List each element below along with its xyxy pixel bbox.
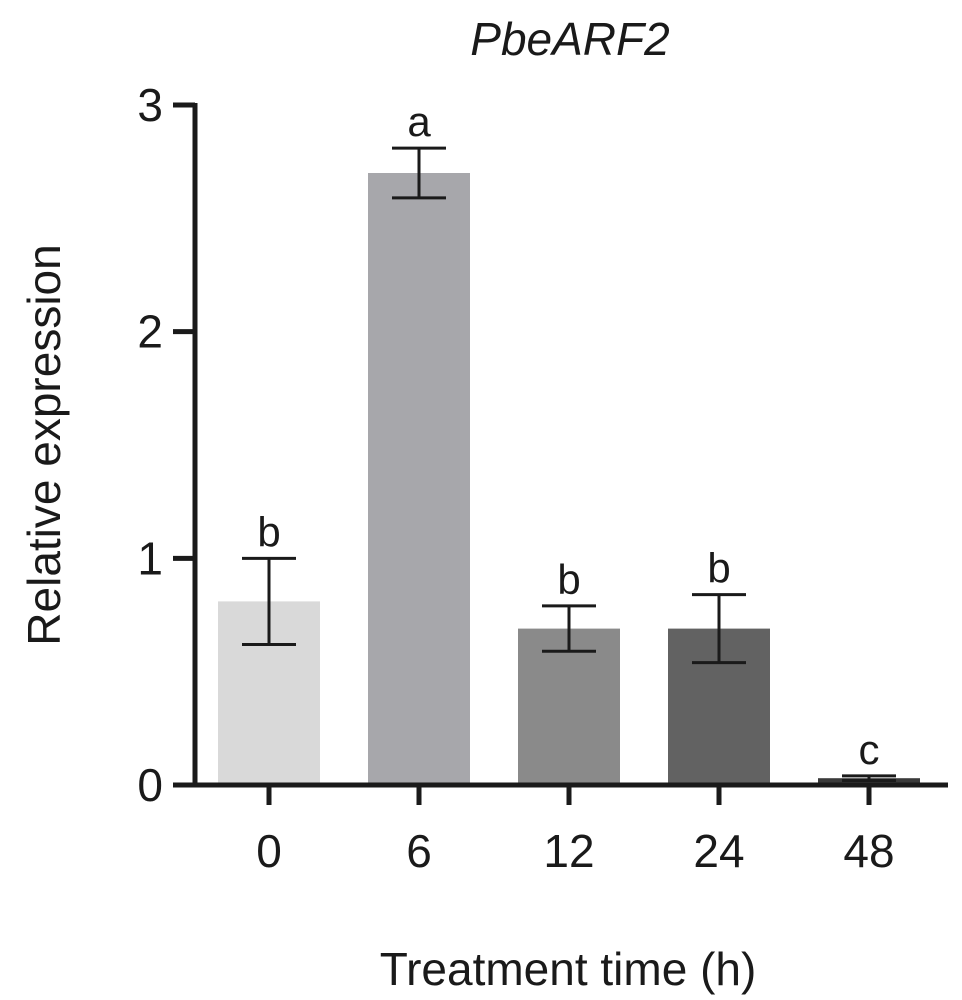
bar-6: [368, 173, 470, 785]
x-tick-label-24: 24: [693, 825, 744, 877]
x-tick-label-6: 6: [406, 825, 432, 877]
y-axis-label: Relative expression: [18, 244, 70, 645]
y-tick-label-3: 3: [137, 79, 163, 131]
plot-area: b0a6b12b24c480123: [137, 79, 948, 877]
x-axis-label: Treatment time (h): [380, 943, 757, 995]
y-tick-label-1: 1: [137, 532, 163, 584]
x-tick-label-12: 12: [543, 825, 594, 877]
x-tick-label-0: 0: [256, 825, 282, 877]
significance-label-24: b: [707, 545, 730, 592]
significance-label-48: c: [859, 726, 880, 773]
y-tick-label-0: 0: [137, 759, 163, 811]
significance-label-12: b: [557, 556, 580, 603]
y-tick-label-2: 2: [137, 306, 163, 358]
x-tick-label-48: 48: [843, 825, 894, 877]
significance-label-0: b: [257, 508, 280, 555]
significance-label-6: a: [407, 98, 431, 145]
chart-title: PbeARF2: [470, 13, 669, 65]
